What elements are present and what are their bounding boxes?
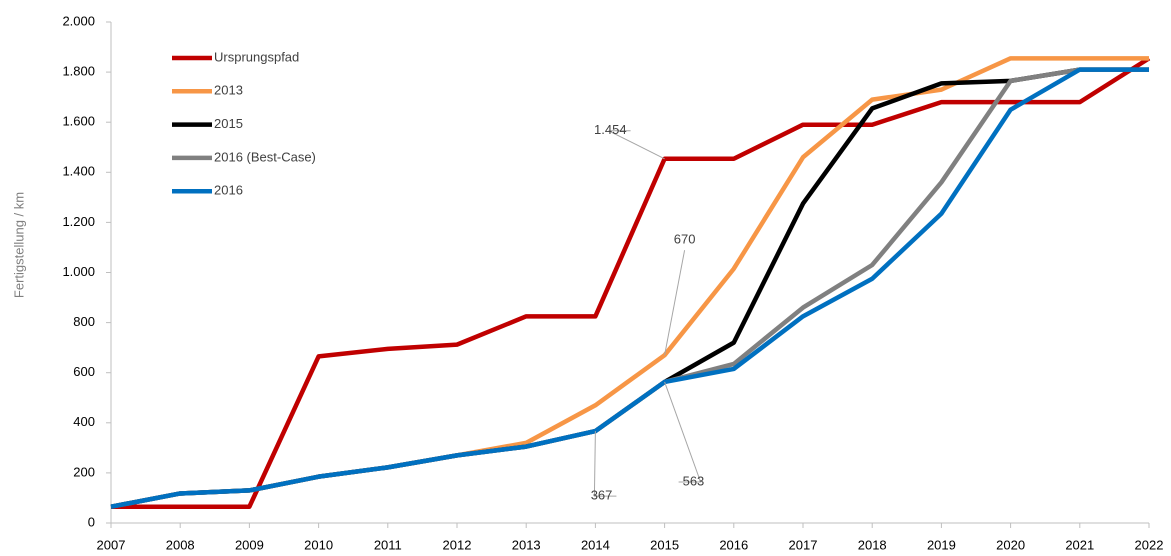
- y-tick-label: 1.600: [62, 114, 95, 129]
- legend-label: 2016 (Best-Case): [214, 149, 316, 164]
- y-axis-label: Fertigstellung / km: [11, 192, 26, 298]
- legend-label: 2013: [214, 83, 243, 98]
- y-tick-label: 200: [73, 464, 95, 479]
- y-tick-label: 2.000: [62, 13, 95, 28]
- leader-line: [593, 431, 617, 497]
- y-tick-label: 0: [88, 514, 95, 529]
- x-tick-label: 2011: [374, 537, 402, 552]
- legend-label: 2016: [214, 183, 243, 198]
- y-tick-label: 1.400: [62, 164, 95, 179]
- x-tick-label: 2015: [650, 537, 679, 552]
- x-tick-label: 2010: [304, 537, 333, 552]
- y-tick-label: 1.000: [62, 264, 95, 279]
- series-line: [111, 56, 1151, 509]
- x-tick-label: 2014: [581, 537, 610, 552]
- data-label: 670: [674, 232, 696, 247]
- x-tick-label: 2013: [512, 537, 541, 552]
- y-tick-label: 400: [73, 414, 95, 429]
- y-tick-label: 600: [73, 364, 95, 379]
- x-tick-label: 2021: [1065, 537, 1094, 552]
- x-tick-label: 2016: [719, 537, 748, 552]
- y-tick-label: 1.800: [62, 64, 95, 79]
- legend-label: Ursprungspfad: [214, 49, 299, 64]
- leader-line: [608, 130, 665, 160]
- leader-line: [664, 381, 702, 483]
- x-tick-label: 2020: [996, 537, 1025, 552]
- y-tick-label: 1.200: [62, 214, 95, 229]
- data-label: 367: [591, 488, 613, 503]
- x-tick-label: 2012: [443, 537, 472, 552]
- x-tick-label: 2009: [235, 537, 264, 552]
- x-tick-label: 2019: [927, 537, 956, 552]
- x-tick-label: 2022: [1135, 537, 1164, 552]
- legend-label: 2015: [214, 116, 243, 131]
- x-tick-label: 2008: [166, 537, 195, 552]
- leader-line: [664, 250, 686, 356]
- data-label: 1.454: [594, 122, 627, 137]
- series-line: [110, 67, 1149, 509]
- x-tick-label: 2007: [97, 537, 126, 552]
- x-tick-label: 2018: [858, 537, 887, 552]
- series-line: [110, 56, 1149, 509]
- x-tick-label: 2017: [789, 537, 818, 552]
- y-tick-label: 800: [73, 314, 95, 329]
- data-label: 563: [683, 473, 705, 488]
